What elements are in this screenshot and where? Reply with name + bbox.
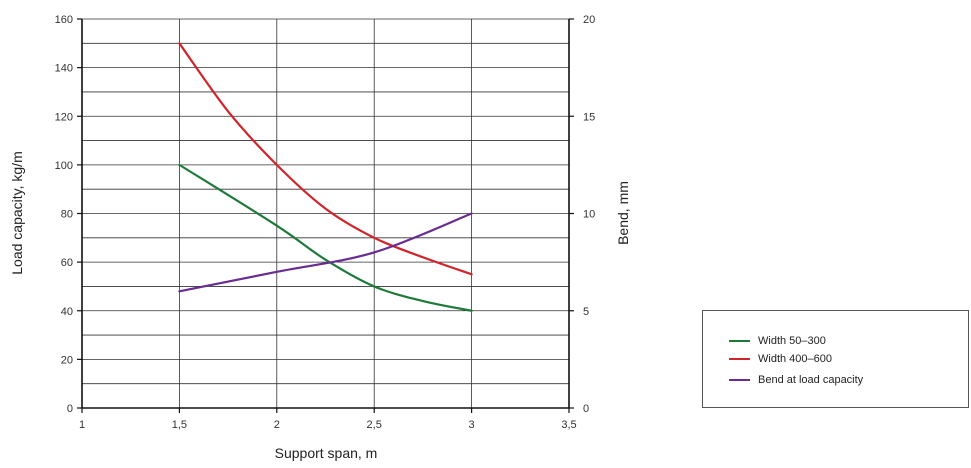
y2-tick-label: 15 [583, 111, 595, 123]
x-tick-label: 2 [274, 419, 280, 431]
x-tick-label: 1 [79, 419, 85, 431]
y-tick-label: 120 [55, 111, 73, 123]
legend-label: Bend at load capacity [758, 374, 864, 386]
y-tick-label: 60 [61, 257, 73, 269]
y-axis-title: Load capacity, kg/m [9, 151, 25, 274]
legend-swatch [729, 340, 750, 342]
legend: Width 50–300 Width 400–600 Bend at load … [702, 310, 969, 408]
tick-labels: 0 20 40 60 80 100 120 140 160 0 5 10 15 20 1 1,5 2 2,5 3 3,… [55, 14, 596, 431]
legend-label: Width 50–300 [758, 335, 826, 347]
y2-tick-label: 5 [583, 306, 589, 318]
axes [77, 18, 574, 413]
y-tick-label: 140 [55, 63, 73, 75]
y-tick-label: 80 [61, 209, 73, 221]
legend-swatch [729, 379, 750, 381]
x-axis-title: Support span, m [275, 445, 378, 461]
legend-label: Width 400–600 [758, 353, 832, 365]
series-line-2 [178, 212, 473, 293]
y-tick-label: 20 [61, 354, 73, 366]
legend-item-width-400-600: Width 400–600 [729, 351, 832, 367]
legend-swatch [729, 358, 750, 360]
series-line-1 [178, 42, 473, 276]
x-tick-label: 3,5 [561, 419, 576, 431]
y-tick-label: 100 [55, 160, 73, 172]
y2-tick-label: 10 [583, 209, 595, 221]
grid [82, 18, 569, 408]
y2-axis-title: Bend, mm [615, 181, 631, 245]
series-line-0 [178, 163, 473, 312]
x-tick-label: 1,5 [172, 419, 187, 431]
y-tick-label: 40 [61, 306, 73, 318]
y-tick-label: 160 [55, 14, 73, 26]
legend-item-width-50-300: Width 50–300 [729, 333, 826, 349]
x-tick-label: 2,5 [367, 419, 382, 431]
legend-item-bend: Bend at load capacity [729, 372, 863, 388]
y2-tick-label: 20 [583, 14, 595, 26]
x-tick-label: 3 [469, 419, 475, 431]
y-tick-label: 0 [67, 403, 73, 415]
y2-tick-label: 0 [583, 403, 589, 415]
series-lines [178, 42, 473, 312]
